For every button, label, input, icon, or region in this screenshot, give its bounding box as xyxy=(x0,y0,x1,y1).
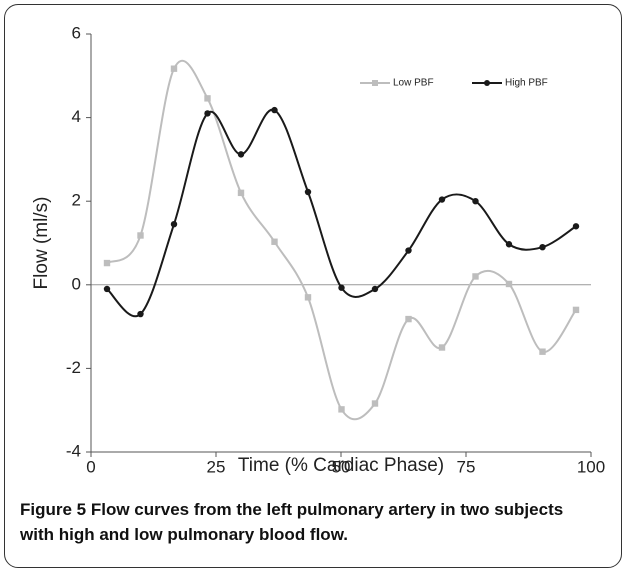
marker xyxy=(572,306,580,314)
marker xyxy=(103,259,111,267)
x-tick-label: 75 xyxy=(457,457,476,476)
y-tick-label: 4 xyxy=(72,107,81,126)
marker xyxy=(539,348,546,355)
marker xyxy=(237,189,245,197)
marker xyxy=(472,198,479,205)
marker xyxy=(539,243,546,251)
figure-frame xyxy=(4,4,622,568)
marker xyxy=(170,65,178,72)
legend-label: Low PBF xyxy=(393,78,434,89)
x-tick-label: 50 xyxy=(332,457,351,476)
y-tick-label: 2 xyxy=(72,191,81,210)
marker xyxy=(103,285,111,293)
y-tick-label: -4 xyxy=(66,441,81,460)
marker xyxy=(438,344,446,351)
chart: Time (% Cardiac Phase) Flow (ml/s) -4 -2 0… xyxy=(31,23,605,476)
x-axis-label: Time (% Cardiac Phase) xyxy=(238,455,444,476)
y-axis-label: Flow (ml/s) xyxy=(31,197,52,290)
marker xyxy=(237,151,245,158)
marker xyxy=(472,273,479,280)
marker xyxy=(271,106,278,114)
marker xyxy=(438,196,446,203)
marker xyxy=(137,310,144,318)
marker xyxy=(204,95,211,102)
marker xyxy=(170,220,178,228)
legend-label: High PBF xyxy=(505,78,548,89)
marker xyxy=(204,110,211,117)
marker xyxy=(304,294,312,301)
marker xyxy=(371,285,379,293)
marker xyxy=(137,232,144,239)
series-line xyxy=(106,108,577,318)
x-tick-label: 25 xyxy=(207,457,226,476)
marker xyxy=(271,238,278,245)
y-tick-label: 0 xyxy=(72,274,81,293)
marker xyxy=(572,223,580,230)
y-tick-label: -2 xyxy=(66,358,81,377)
y-tick-label: 6 xyxy=(72,23,81,42)
caption: Figure 5 Flow curves from the left pulmo… xyxy=(20,497,580,547)
x-tick-label: 0 xyxy=(86,457,95,476)
marker xyxy=(304,188,312,196)
marker xyxy=(338,406,345,413)
marker xyxy=(405,247,412,254)
marker xyxy=(505,241,513,248)
x-tick-label: 100 xyxy=(577,457,605,476)
marker xyxy=(505,280,513,288)
marker xyxy=(372,80,378,86)
marker xyxy=(371,400,379,407)
marker xyxy=(405,315,412,323)
figure-label: Figure 5 xyxy=(20,500,87,519)
marker xyxy=(338,284,345,291)
caption-text: Flow curves from the left pulmonary arte… xyxy=(20,500,564,544)
marker xyxy=(484,80,490,86)
